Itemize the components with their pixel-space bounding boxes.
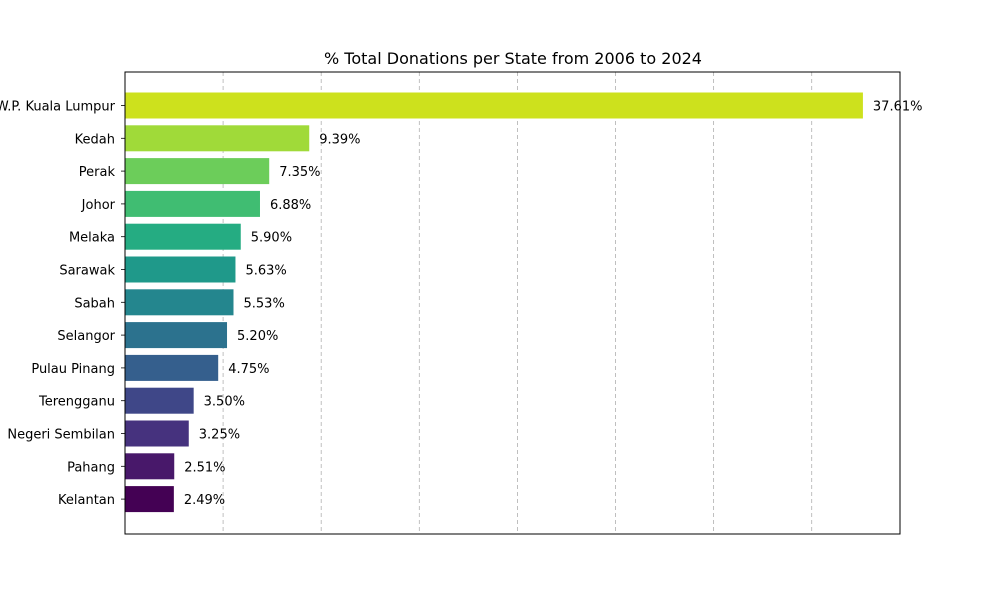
y-tick-label: Selangor xyxy=(57,329,115,344)
bar xyxy=(125,158,270,185)
data-label: 7.35% xyxy=(279,165,320,180)
bars xyxy=(125,92,863,513)
y-tick-label: Pulau Pinang xyxy=(31,362,115,377)
bar xyxy=(125,256,236,283)
bar xyxy=(125,92,863,119)
y-tick-label: Perak xyxy=(79,165,116,180)
y-tick-label: W.P. Kuala Lumpur xyxy=(0,100,116,115)
data-label: 5.20% xyxy=(237,329,278,344)
y-tick-label: Melaka xyxy=(69,231,115,246)
data-labels: 37.61% 9.39% 7.35% 6.88% 5.90% 5.63% 5.53% 5.20… xyxy=(184,100,923,509)
data-label: 37.61% xyxy=(873,100,923,115)
data-label: 5.63% xyxy=(245,264,286,279)
bar xyxy=(125,125,310,152)
data-label: 2.49% xyxy=(184,493,225,508)
bar xyxy=(125,289,234,316)
axes-frame xyxy=(124,71,901,535)
bar xyxy=(125,354,219,381)
data-label: 3.25% xyxy=(199,428,240,443)
data-label: 2.51% xyxy=(184,460,225,475)
data-label: 4.75% xyxy=(228,362,269,377)
data-label: 3.50% xyxy=(204,395,245,410)
y-tick-label: Pahang xyxy=(67,460,115,475)
y-tick-label: Kedah xyxy=(75,132,115,147)
y-tick-label: Kelantan xyxy=(58,493,115,508)
bar xyxy=(125,486,174,513)
bar xyxy=(125,387,194,414)
data-label: 9.39% xyxy=(319,132,360,147)
y-tick-label: Sarawak xyxy=(59,264,115,279)
data-label: 6.88% xyxy=(270,198,311,213)
bar xyxy=(125,420,189,447)
y-tick-label: Negeri Sembilan xyxy=(7,428,115,443)
bar xyxy=(125,223,241,250)
bar xyxy=(125,453,175,480)
y-axis-ticks: W.P. Kuala Lumpur Kedah Perak Johor Melaka Sa… xyxy=(0,100,125,508)
bar xyxy=(125,190,260,217)
bar xyxy=(125,322,228,349)
y-tick-label: Sabah xyxy=(74,296,115,311)
y-tick-label: Johor xyxy=(81,198,116,213)
y-tick-label: Terengganu xyxy=(38,395,115,410)
chart-title: % Total Donations per State from 2006 to… xyxy=(324,49,702,68)
data-label: 5.53% xyxy=(244,296,285,311)
data-label: 5.90% xyxy=(251,231,292,246)
